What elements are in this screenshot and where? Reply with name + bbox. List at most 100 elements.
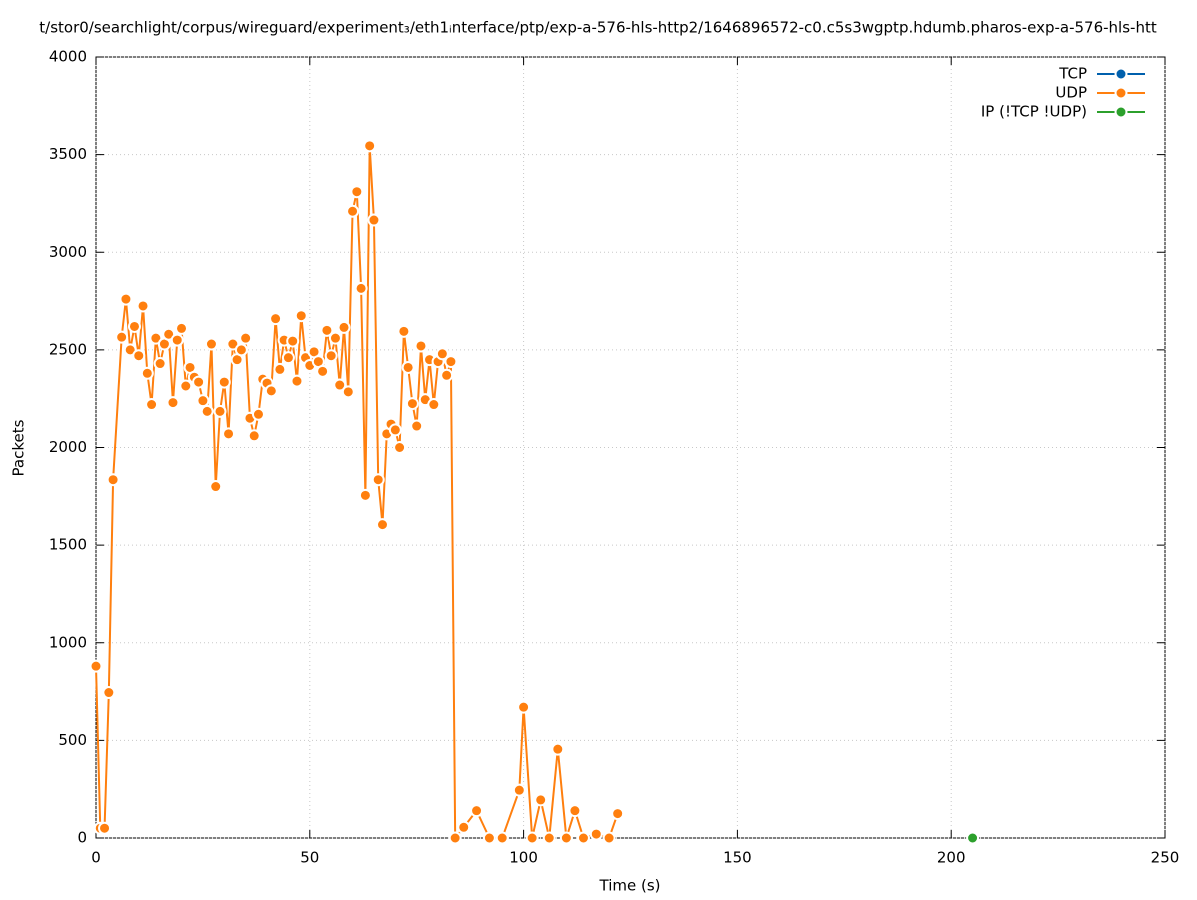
point bbox=[98, 821, 112, 835]
point bbox=[367, 213, 381, 227]
point bbox=[196, 394, 210, 408]
point bbox=[140, 366, 154, 380]
point bbox=[414, 339, 428, 353]
point bbox=[127, 319, 141, 333]
point bbox=[440, 368, 454, 382]
point bbox=[294, 309, 308, 323]
point bbox=[106, 473, 120, 487]
point bbox=[136, 299, 150, 313]
y-tick-label: 3000 bbox=[49, 243, 87, 261]
point bbox=[444, 355, 458, 369]
point bbox=[286, 334, 300, 348]
point bbox=[281, 351, 295, 365]
series-line bbox=[95, 144, 619, 839]
point bbox=[320, 323, 334, 337]
point bbox=[534, 793, 548, 807]
y-tick-label: 2000 bbox=[49, 438, 87, 456]
point bbox=[568, 804, 582, 818]
point bbox=[226, 337, 240, 351]
point bbox=[470, 804, 484, 818]
point bbox=[273, 362, 287, 376]
point bbox=[170, 333, 184, 347]
point bbox=[102, 686, 116, 700]
point bbox=[495, 831, 509, 845]
point bbox=[388, 423, 402, 437]
point bbox=[337, 320, 351, 334]
point bbox=[175, 321, 189, 335]
x-tick-label: 150 bbox=[723, 849, 752, 867]
point bbox=[559, 831, 573, 845]
point bbox=[542, 831, 556, 845]
point bbox=[119, 292, 133, 306]
y-tick-label: 4000 bbox=[49, 48, 87, 66]
point bbox=[234, 343, 248, 357]
point bbox=[517, 700, 531, 714]
point bbox=[393, 441, 407, 454]
point bbox=[358, 488, 372, 502]
point bbox=[333, 378, 347, 392]
point bbox=[247, 429, 261, 443]
point bbox=[153, 357, 167, 371]
point bbox=[427, 398, 441, 412]
point bbox=[341, 385, 355, 399]
point bbox=[217, 375, 231, 389]
point bbox=[512, 783, 526, 797]
legend-label: IP (!TCP !UDP) bbox=[981, 103, 1087, 121]
point bbox=[448, 831, 462, 845]
y-axis-label: Packets bbox=[10, 419, 28, 476]
point bbox=[328, 331, 342, 345]
point bbox=[401, 360, 415, 374]
point bbox=[204, 337, 218, 351]
point bbox=[363, 139, 377, 153]
x-tick-label: 200 bbox=[937, 849, 966, 867]
point bbox=[166, 396, 180, 410]
point bbox=[209, 480, 223, 494]
point bbox=[213, 404, 227, 418]
point bbox=[264, 384, 278, 398]
legend-label: TCP bbox=[1058, 65, 1087, 83]
legend-marker bbox=[1114, 86, 1128, 100]
legend-marker bbox=[1114, 105, 1128, 119]
y-tick-label: 3500 bbox=[49, 145, 87, 163]
point bbox=[192, 375, 206, 389]
x-tick-label: 0 bbox=[91, 849, 101, 867]
x-tick-label: 250 bbox=[1151, 849, 1180, 867]
x-tick-label: 50 bbox=[300, 849, 319, 867]
point bbox=[222, 427, 236, 441]
point bbox=[123, 343, 137, 357]
y-tick-label: 1000 bbox=[49, 633, 87, 651]
legend-marker bbox=[1114, 67, 1128, 81]
point bbox=[350, 185, 364, 199]
point bbox=[375, 518, 389, 532]
point bbox=[115, 330, 129, 344]
point bbox=[354, 281, 368, 295]
point bbox=[966, 831, 980, 845]
point bbox=[179, 379, 193, 393]
point bbox=[482, 831, 496, 845]
point bbox=[239, 331, 253, 345]
point bbox=[576, 831, 590, 845]
point bbox=[251, 407, 265, 421]
point bbox=[324, 349, 338, 363]
point bbox=[371, 473, 385, 487]
x-axis-label: Time (s) bbox=[599, 877, 661, 895]
point bbox=[132, 349, 146, 363]
y-tick-label: 0 bbox=[77, 829, 87, 847]
point bbox=[290, 374, 304, 388]
point bbox=[405, 397, 419, 411]
point bbox=[89, 659, 103, 673]
point bbox=[269, 312, 283, 326]
point bbox=[397, 324, 411, 338]
point bbox=[346, 204, 360, 218]
chart-title: t/stor0/searchlight/corpus/wireguard/exp… bbox=[39, 19, 1157, 37]
x-tick-label: 100 bbox=[509, 849, 538, 867]
legend-label: UDP bbox=[1055, 84, 1087, 102]
point bbox=[162, 327, 176, 341]
point bbox=[457, 820, 471, 834]
point bbox=[410, 419, 424, 433]
point bbox=[200, 404, 214, 418]
y-tick-label: 2500 bbox=[49, 340, 87, 358]
point bbox=[589, 827, 603, 841]
point bbox=[551, 742, 565, 756]
